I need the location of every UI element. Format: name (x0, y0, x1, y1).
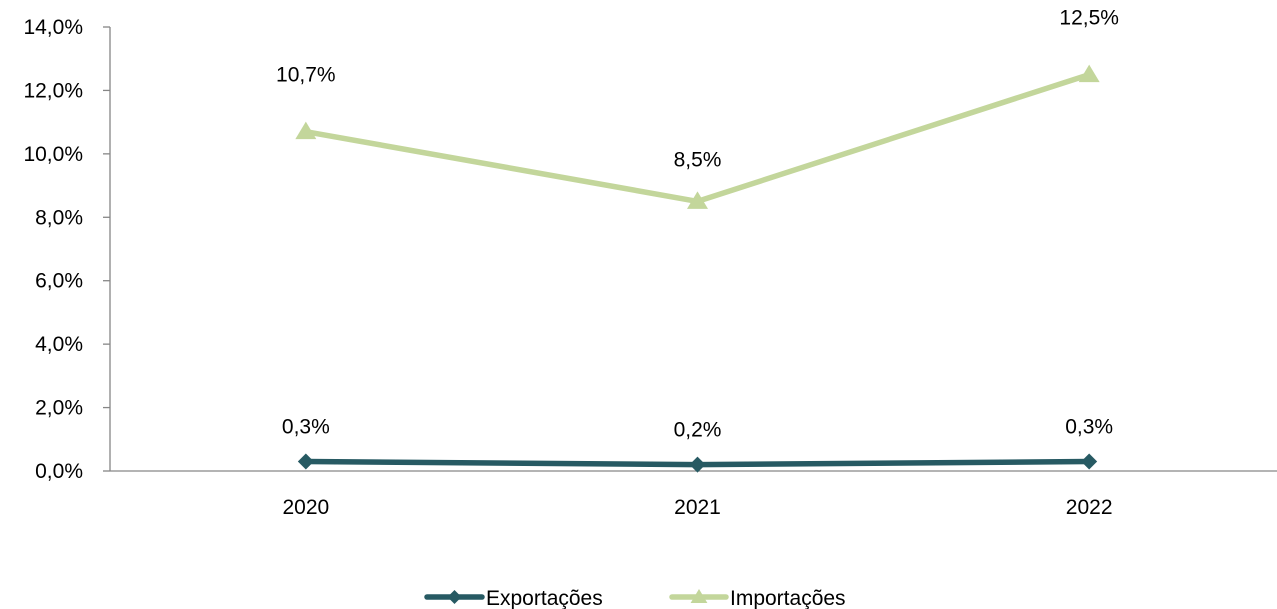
x-tick-label: 2022 (1066, 496, 1113, 519)
y-tick-label: 4,0% (35, 333, 83, 356)
y-tick-label: 10,0% (23, 143, 83, 166)
data-label: 0,3% (282, 415, 330, 438)
series-point-1 (689, 456, 706, 473)
data-label: 10,7% (276, 64, 336, 87)
y-tick-label: 0,0% (35, 460, 83, 483)
series-point-2 (295, 121, 317, 140)
x-tick-label: 2020 (282, 496, 329, 519)
series-point-2 (687, 191, 708, 209)
data-label: 0,2% (674, 419, 722, 442)
data-label: 0,3% (1065, 415, 1113, 438)
series-point-1 (1081, 453, 1098, 470)
y-tick-label: 12,0% (23, 79, 83, 102)
data-label: 8,5% (674, 148, 722, 171)
series-group (295, 64, 1100, 473)
legend: Exportações Importações (424, 587, 846, 609)
y-tick-label: 14,0% (23, 16, 83, 39)
y-tick-label: 6,0% (35, 270, 83, 293)
x-tick-label: 2021 (674, 496, 721, 519)
series-point-1 (297, 453, 314, 470)
y-tick-label: 8,0% (35, 206, 83, 229)
series-line-2 (303, 71, 1092, 205)
y-tick-label: 2,0% (35, 397, 83, 420)
data-label: 12,5% (1059, 7, 1119, 30)
series-point-2 (1078, 64, 1100, 83)
x-axis: 2020 2021 2022 (110, 470, 1277, 519)
data-labels: 0,3% 0,2% 0,3% 10,7% 8,5% 12,5% (276, 7, 1119, 442)
legend-label-2: Importações (730, 587, 846, 609)
y-axis: 0,0% 2,0% 4,0% 6,0% 8,0% 10,0% 12,0% 14,0% (23, 16, 111, 483)
legend-marker-1 (447, 590, 462, 604)
legend-marker-2 (690, 589, 708, 603)
legend-label-1: Exportações (486, 587, 603, 609)
